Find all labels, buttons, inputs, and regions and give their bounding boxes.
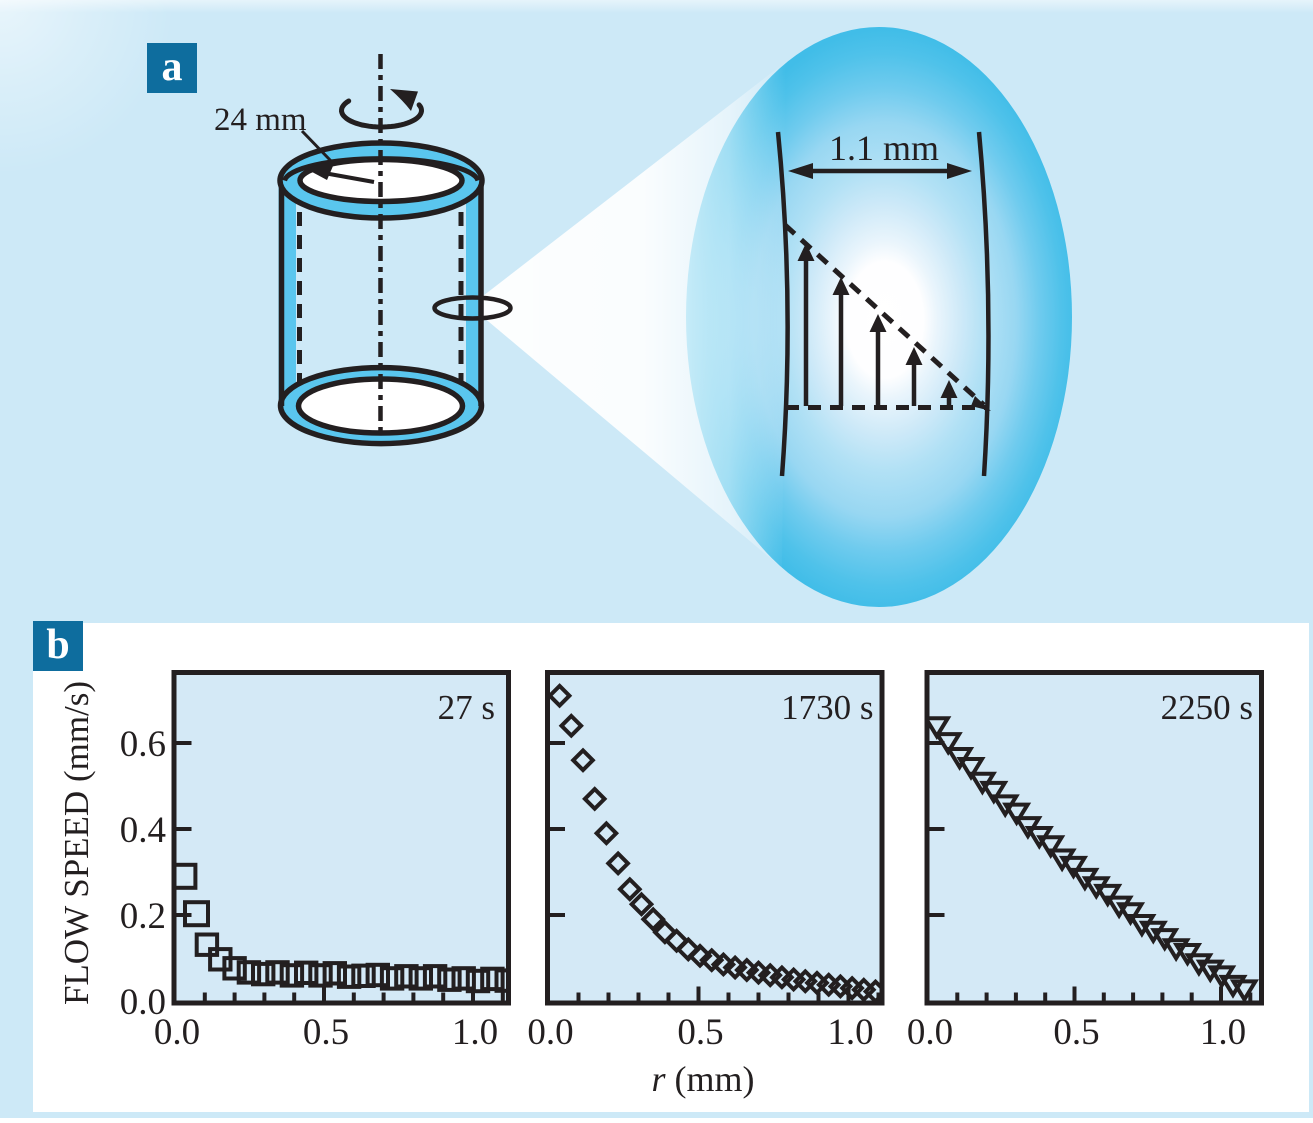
svg-text:r (mm): r (mm): [652, 1059, 755, 1099]
svg-text:27 s: 27 s: [438, 688, 495, 727]
svg-text:0.0: 0.0: [154, 1012, 200, 1053]
svg-text:b: b: [46, 622, 69, 668]
svg-text:a: a: [162, 44, 183, 90]
svg-text:0.2: 0.2: [120, 896, 166, 937]
svg-text:1.1 mm: 1.1 mm: [829, 128, 939, 168]
svg-text:2250 s: 2250 s: [1161, 688, 1253, 727]
svg-text:1.0: 1.0: [452, 1012, 498, 1053]
svg-text:FLOW SPEED (mm/s): FLOW SPEED (mm/s): [57, 681, 96, 1005]
svg-text:0.0: 0.0: [907, 1012, 953, 1053]
svg-text:24 mm: 24 mm: [214, 102, 307, 138]
svg-text:0.0: 0.0: [120, 982, 166, 1023]
svg-text:1730 s: 1730 s: [781, 688, 873, 727]
svg-text:1.0: 1.0: [827, 1012, 873, 1053]
svg-text:0.4: 0.4: [120, 810, 166, 851]
svg-text:0.5: 0.5: [677, 1012, 723, 1053]
svg-text:1.0: 1.0: [1200, 1012, 1246, 1053]
svg-text:0.6: 0.6: [120, 724, 166, 765]
svg-text:0.0: 0.0: [527, 1012, 573, 1053]
svg-text:0.5: 0.5: [303, 1012, 349, 1053]
svg-text:0.5: 0.5: [1053, 1012, 1099, 1053]
